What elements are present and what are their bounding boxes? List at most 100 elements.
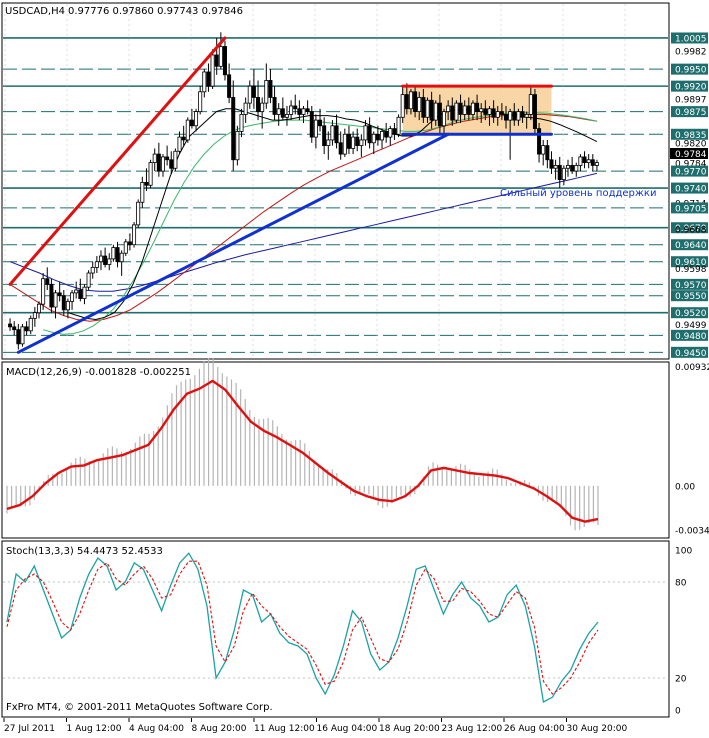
candle-body xyxy=(450,105,455,121)
price-tick-label: 0.9920 xyxy=(675,83,707,93)
candle-body xyxy=(429,99,434,121)
candle xyxy=(70,290,75,310)
candle xyxy=(516,108,521,126)
time-tick-label: 18 Aug 20:00 xyxy=(379,724,440,734)
candle xyxy=(24,321,29,336)
candle xyxy=(442,108,447,135)
candle-body xyxy=(152,153,157,163)
price-level-tag xyxy=(671,239,708,251)
candle-body xyxy=(82,286,87,299)
price-level-tag xyxy=(671,222,708,234)
candle xyxy=(475,94,480,121)
candle xyxy=(433,100,438,126)
candle xyxy=(156,142,161,177)
candle xyxy=(400,86,405,123)
candle xyxy=(202,69,207,98)
macd-panel: 0.009320 0.00 -0.003453 MACD(12,26,9) -0.0… xyxy=(1,357,709,539)
candle xyxy=(78,278,83,302)
candle-body xyxy=(297,108,302,115)
candle-body xyxy=(524,114,529,118)
candle xyxy=(384,122,389,143)
candle-body xyxy=(487,108,492,115)
price-tick-label: 0.9610 xyxy=(675,258,707,268)
stoch-axis: 100 80 20 0 xyxy=(675,547,692,717)
price-tick-label: 0.9668 xyxy=(675,225,707,235)
candle xyxy=(16,324,21,350)
candle-body xyxy=(12,326,17,331)
candle-body xyxy=(528,94,533,115)
candle-body xyxy=(351,136,356,149)
candle-body xyxy=(177,136,182,152)
price-tick-label: 0.9835 xyxy=(675,131,707,141)
candle xyxy=(49,278,54,313)
price-level-tag xyxy=(671,202,708,214)
candle-body xyxy=(115,247,120,263)
candle xyxy=(235,125,240,166)
price-panel-frame xyxy=(1,2,670,360)
candle xyxy=(28,315,33,335)
macd-signal-polyline xyxy=(6,379,599,523)
candle-body xyxy=(545,145,550,161)
price-level-tag xyxy=(671,80,708,92)
candle xyxy=(396,114,401,138)
candle xyxy=(243,97,248,123)
candle-body xyxy=(504,114,509,121)
candle xyxy=(470,100,475,121)
candle-body xyxy=(425,99,430,118)
candle xyxy=(20,324,25,347)
price-level-tag xyxy=(671,329,708,341)
candle-body xyxy=(194,111,199,127)
candle-body xyxy=(342,133,347,155)
candle-body xyxy=(284,114,289,118)
candle xyxy=(429,91,434,129)
candle xyxy=(524,111,529,129)
candle xyxy=(210,49,215,89)
candle-body xyxy=(144,182,149,186)
candle xyxy=(334,114,339,149)
macd-label: MACD(12,26,9) -0.001828 -0.002251 xyxy=(6,367,191,378)
candle-body xyxy=(210,54,215,87)
candle-body xyxy=(388,128,393,138)
candle-body xyxy=(123,241,128,254)
candle xyxy=(326,131,331,160)
candle-body xyxy=(218,46,223,67)
candle-body xyxy=(107,258,112,265)
time-tick-label: 23 Aug 12:00 xyxy=(442,724,503,734)
candle-body xyxy=(148,162,153,186)
candle xyxy=(32,307,37,327)
candle-body xyxy=(417,97,422,113)
candle-body xyxy=(322,125,327,147)
candle xyxy=(574,162,579,177)
copyright-label: FxPro MT4, © 2001-2011 MetaQuotes Softwa… xyxy=(6,702,273,713)
candle-body xyxy=(140,182,145,203)
candle-body xyxy=(404,94,409,110)
candle-body xyxy=(570,165,575,172)
candle-body xyxy=(413,91,418,113)
candle xyxy=(537,122,542,163)
candle xyxy=(152,148,157,172)
candle xyxy=(115,241,120,268)
symbol-label: USDCAD,H4 xyxy=(5,6,65,17)
candle xyxy=(293,94,298,115)
trendline xyxy=(16,132,450,354)
candle-body xyxy=(305,108,310,113)
candle-body xyxy=(574,165,579,172)
candle-body xyxy=(566,165,571,169)
price-tick-label: 0.9820 xyxy=(675,139,707,149)
candle-body xyxy=(251,85,256,98)
candle xyxy=(198,86,203,115)
candle xyxy=(264,63,269,109)
price-tick-label: 0.9640 xyxy=(675,241,707,251)
candle-body xyxy=(86,272,91,288)
candle xyxy=(578,154,583,172)
macd-axis: 0.009320 0.00 -0.003453 xyxy=(675,363,709,536)
price-tick-label: 0.9480 xyxy=(675,332,707,342)
candle xyxy=(363,120,368,146)
candle-body xyxy=(334,125,339,144)
candle xyxy=(165,145,170,166)
candle-body xyxy=(512,111,517,121)
candle-body xyxy=(458,102,463,115)
price-level-tag xyxy=(671,278,708,290)
